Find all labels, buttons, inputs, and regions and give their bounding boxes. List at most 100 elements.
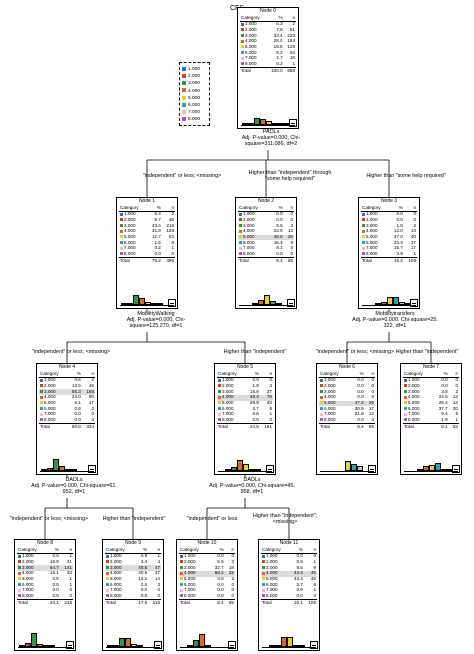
category-swatch (262, 577, 265, 581)
node-title: Node 0 (259, 8, 277, 14)
category-swatch (404, 384, 407, 388)
node-title: Node 1 (138, 198, 156, 204)
collapse-icon[interactable] (266, 465, 274, 473)
category-swatch (362, 223, 365, 227)
bar-5.000 (345, 460, 351, 471)
bar-4.000 (260, 118, 266, 125)
branch-label-b3: Higher than "some help required" (366, 173, 446, 179)
legend-swatch (182, 88, 186, 93)
category-swatch (320, 389, 323, 393)
bar-6.000 (393, 297, 399, 305)
category-swatch (18, 583, 21, 587)
table-row: 6.000 30.9 17 (319, 406, 375, 412)
table-row: 3.000 64.7 141 (17, 565, 73, 571)
table-header: Category (240, 15, 267, 22)
table-row: 7.000 9.1 5 (238, 246, 294, 252)
table-row: 8.000 1.9 1 (403, 417, 459, 424)
legend-item: 8.000 (182, 116, 207, 123)
category-swatch (180, 577, 183, 581)
node-bar-chart (241, 109, 295, 126)
node-title: Node 11 (279, 540, 299, 546)
bar-6.000 (151, 303, 157, 305)
bar-6.000 (293, 645, 299, 647)
branch-label-b1: "independent" or less; <missing> (142, 173, 222, 179)
category-swatch (404, 401, 407, 405)
table-row: 3.000 40.5 47 (105, 565, 161, 571)
table-row: 1.000 0.4 2 (119, 211, 175, 217)
table-row: 3.000 43.4 215 (119, 223, 175, 229)
split-label-s0: PADLs Adj. P-value=0.000, Chi-square=311.… (241, 129, 301, 148)
node-table: Category% n 1.000 0.5 1 2.000 18.8 41 3.000 64.7 1… (17, 547, 73, 607)
table-row: 7.000 0.0 0 (105, 588, 161, 594)
legend-swatch (182, 95, 186, 100)
category-swatch (241, 39, 244, 43)
category-swatch (218, 378, 221, 382)
collapse-icon[interactable] (228, 641, 236, 649)
collapse-icon[interactable] (310, 641, 318, 649)
category-swatch (120, 235, 123, 239)
table-row: 3.000 3.8 2 (403, 389, 459, 395)
node-title: Node 2 (257, 198, 275, 204)
collapse-icon[interactable] (154, 641, 162, 649)
table-row: 6.000 34.3 37 (361, 240, 417, 246)
legend-item: 4.000 (182, 88, 207, 95)
bar-5.000 (264, 295, 270, 305)
table-header: n (161, 205, 175, 212)
table-header: Category (261, 547, 289, 554)
node-title: Node 3 (380, 198, 398, 204)
table-row: 2.000 0.0 0 (238, 217, 294, 223)
split-label-s5: DADLs Adj. P-value=0.000, Chi-square=45. 9… (209, 477, 295, 496)
category-swatch (180, 565, 183, 569)
legend-item: 5.000 (182, 95, 207, 102)
table-row: 2.000 18.8 41 (17, 559, 73, 565)
category-swatch (262, 583, 265, 587)
bar-1.000 (19, 645, 25, 647)
table-row: 7.000 21.8 12 (319, 412, 375, 418)
category-swatch (218, 395, 221, 399)
bar-2.000 (187, 645, 193, 647)
category-swatch (239, 246, 242, 250)
branch-label-b2: Higher than "independent" through "some h… (248, 170, 332, 183)
bar-5.000 (131, 644, 137, 647)
branch-label-b8: "independent" or less; <missing> (9, 516, 89, 522)
bar-6.000 (435, 462, 441, 471)
table-header: % (45, 547, 60, 554)
collapse-icon[interactable] (287, 299, 295, 307)
collapse-icon[interactable] (168, 299, 176, 307)
table-row: 5.000 12.1 14 (105, 576, 161, 583)
bar-2.000 (113, 645, 119, 647)
table-header: n (364, 371, 375, 378)
category-swatch (262, 565, 265, 569)
table-row: 7.000 0.0 0 (179, 588, 235, 594)
table-header: Category (39, 371, 67, 378)
category-swatch (218, 389, 221, 393)
table-header: Category (403, 371, 433, 378)
total-row: Total 8.4 55 (179, 599, 235, 607)
table-row: 6.000 2.6 3 (105, 582, 161, 588)
category-swatch (40, 389, 43, 393)
table-row: 7.000 15.7 17 (361, 246, 417, 252)
bar-7.000 (255, 469, 261, 471)
tree-node-n11: Node 11 Category% n 1.000 0.0 0 2.000 0.9 1 3.000… (258, 539, 320, 651)
category-swatch (262, 554, 265, 558)
collapse-icon[interactable] (289, 119, 297, 127)
total-row: Total 8.4 55 (319, 423, 375, 431)
table-row: 8.000 0.0 0 (179, 593, 235, 600)
bar-6.000 (49, 645, 55, 647)
collapse-icon[interactable] (368, 465, 376, 473)
node-bar-chart (262, 631, 316, 648)
category-swatch (241, 45, 244, 49)
collapse-icon[interactable] (88, 465, 96, 473)
legend-item: 2.000 (182, 73, 207, 80)
collapse-icon[interactable] (66, 641, 74, 649)
collapse-icon[interactable] (410, 299, 418, 307)
table-row: 4.000 28.0 184 (240, 39, 296, 45)
table-row: 5.000 3.6 2 (179, 576, 235, 583)
table-header: Category (319, 371, 349, 378)
category-swatch (180, 560, 183, 564)
table-row: 8.000 0.0 0 (119, 251, 175, 258)
branch-label-b11: Higher than "independent"; <missing> (252, 513, 318, 526)
collapse-icon[interactable] (452, 465, 460, 473)
total-row: Total 75.2 495 (119, 257, 175, 265)
bar-3.000 (252, 303, 258, 305)
